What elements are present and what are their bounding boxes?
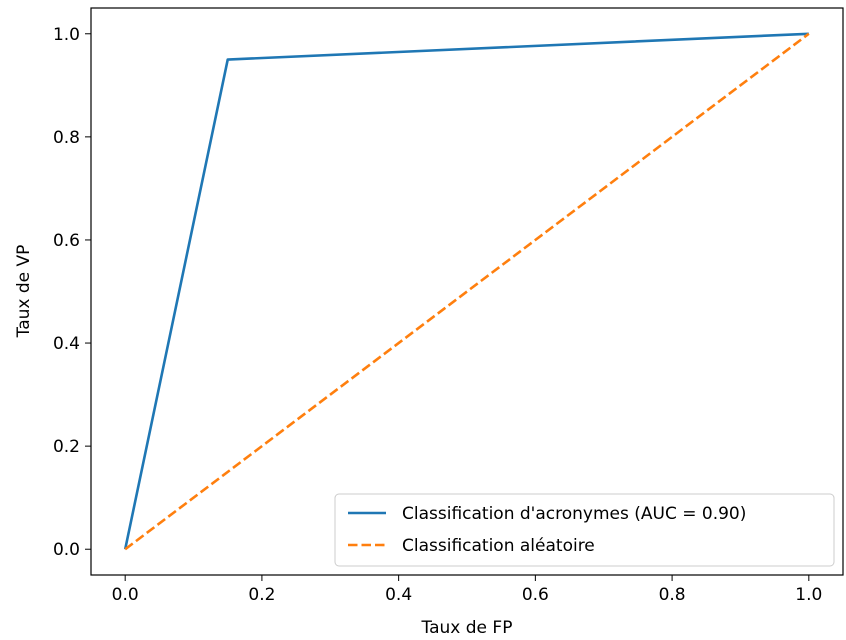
x-tick-label-0: 0.0 <box>112 585 139 605</box>
x-tick-label-3: 0.6 <box>522 585 549 605</box>
y-tick-label-4: 0.8 <box>53 128 80 148</box>
series-lines <box>123 32 810 551</box>
x-tick-label-1: 0.2 <box>248 585 275 605</box>
plot-frame <box>90 7 844 576</box>
y-axis-ticks: 0.0 0.2 0.4 0.6 0.8 1.0 <box>53 25 91 560</box>
y-tick-label-5: 1.0 <box>53 25 80 45</box>
y-tick-label-3: 0.6 <box>53 231 80 251</box>
series-line-1 <box>124 32 810 551</box>
y-tick-label-1: 0.2 <box>53 437 80 457</box>
series-line-0 <box>123 32 809 550</box>
x-tick-label-4: 0.8 <box>659 585 686 605</box>
legend-box <box>334 493 835 567</box>
x-axis-label: Taux de FP <box>421 618 513 638</box>
y-axis-label: Taux de VP <box>14 245 34 339</box>
x-axis-ticks: 0.0 0.2 0.4 0.6 0.8 1.0 <box>112 575 822 605</box>
y-tick-label-2: 0.4 <box>53 334 80 354</box>
x-tick-label-5: 1.0 <box>795 585 822 605</box>
x-tick-label-2: 0.4 <box>385 585 412 605</box>
legend: Classification d'acronymes (AUC = 0.90) … <box>334 493 835 567</box>
y-tick-label-0: 0.0 <box>53 540 80 560</box>
legend-label-acronymes: Classification d'acronymes (AUC = 0.90) <box>402 504 746 524</box>
legend-label-aleatoire: Classification aléatoire <box>402 536 595 556</box>
